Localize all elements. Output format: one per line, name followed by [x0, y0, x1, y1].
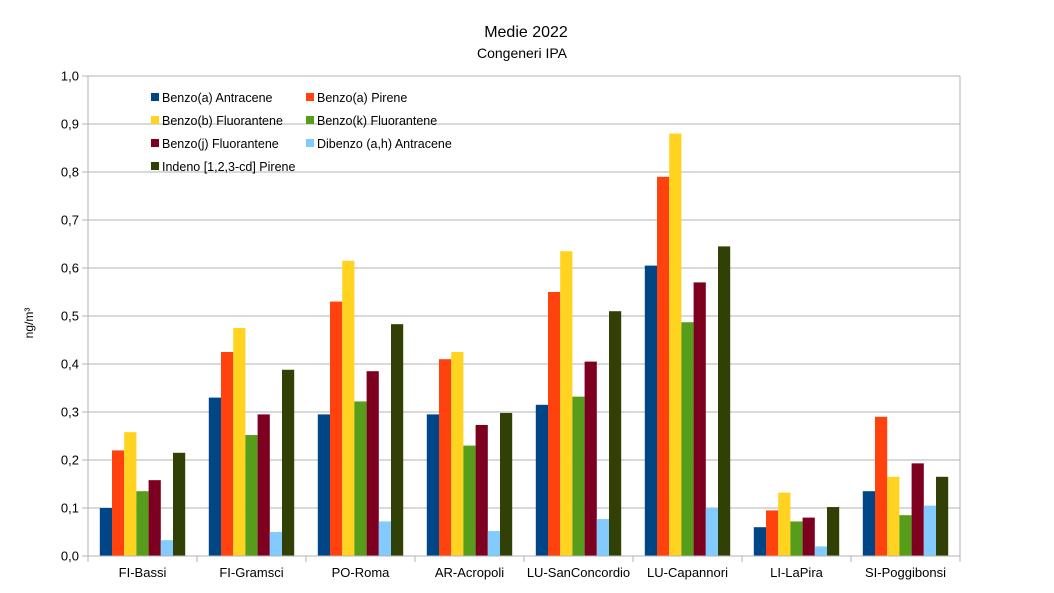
y-tick-label: 0,9 — [61, 117, 79, 132]
legend-swatch — [151, 116, 159, 124]
bar — [584, 361, 597, 556]
bar — [887, 476, 900, 556]
bar — [317, 414, 330, 556]
chart-title: Medie 2022 — [484, 24, 568, 41]
x-tick-label: PO-Roma — [332, 565, 391, 580]
y-tick-label: 0,7 — [61, 213, 79, 228]
bar — [705, 508, 718, 556]
x-tick-label: LU-SanConcordio — [527, 565, 630, 580]
bar — [342, 260, 355, 556]
bar — [208, 397, 221, 556]
bar — [160, 540, 173, 556]
x-tick-label: LI-LaPira — [770, 565, 824, 580]
bars — [99, 133, 949, 557]
bar — [136, 491, 149, 556]
y-tick-label: 0,0 — [61, 549, 79, 564]
y-tick-label: 0,1 — [61, 501, 79, 516]
bar — [99, 508, 112, 556]
bar — [245, 435, 258, 556]
bar — [669, 133, 682, 556]
x-tick-label: FI-Bassi — [119, 565, 167, 580]
legend-swatch — [306, 139, 314, 147]
y-tick-label: 0,3 — [61, 405, 79, 420]
bar — [354, 401, 367, 556]
bar — [451, 352, 464, 556]
bar — [439, 359, 452, 556]
bar — [548, 292, 561, 556]
bar — [681, 322, 694, 556]
bar — [487, 531, 500, 556]
x-tick-label: LU-Capannori — [647, 565, 728, 580]
bar — [802, 517, 815, 556]
legend-label: Benzo(a) Pirene — [317, 91, 407, 105]
bar — [330, 301, 343, 556]
bar — [366, 371, 379, 556]
x-tick-label: FI-Gramsci — [219, 565, 283, 580]
legend-swatch — [151, 139, 159, 147]
bar — [378, 521, 391, 556]
bar — [814, 546, 827, 556]
bar — [778, 492, 791, 556]
bar — [572, 396, 585, 556]
bar — [936, 476, 949, 556]
bar — [609, 311, 622, 556]
bar — [911, 463, 924, 556]
legend-label: Dibenzo (a,h) Antracene — [317, 137, 452, 151]
bar — [875, 416, 888, 556]
chart-subtitle: Congeneri IPA — [477, 45, 568, 61]
bar — [500, 412, 513, 556]
x-tick-label: SI-Poggibonsi — [865, 565, 946, 580]
bar — [391, 324, 404, 556]
legend-label: Benzo(b) Fluorantene — [162, 114, 283, 128]
bar — [753, 527, 766, 556]
y-axis-label: ng/m³ — [22, 308, 36, 339]
bar — [426, 414, 439, 556]
bar — [535, 404, 548, 556]
axes — [82, 75, 961, 562]
bar — [269, 532, 282, 556]
legend-swatch — [151, 162, 159, 170]
legend-label: Benzo(a) Antracene — [162, 91, 273, 105]
legend-swatch — [306, 116, 314, 124]
bar — [862, 491, 875, 556]
bar — [766, 510, 779, 556]
bar — [644, 265, 657, 556]
bar — [475, 424, 488, 556]
bar — [899, 515, 912, 556]
bar — [560, 251, 573, 556]
bar — [173, 452, 186, 556]
y-tick-label: 0,6 — [61, 261, 79, 276]
bar — [233, 328, 246, 556]
bar — [124, 432, 137, 556]
bar — [693, 282, 706, 556]
bar — [923, 505, 936, 556]
legend-swatch — [306, 93, 314, 101]
legend: Benzo(a) Antracene Benzo(a) Pirene Benzo(b… — [151, 91, 452, 174]
tick-labels: 0,0 0,1 0,2 0,3 0,4 0,5 0,6 0,7 0,8 0,9 1,0 FI-Bass… — [61, 69, 946, 581]
bar — [221, 352, 234, 556]
y-tick-label: 0,5 — [61, 309, 79, 324]
bar — [112, 450, 125, 556]
legend-swatch — [151, 93, 159, 101]
y-tick-label: 0,4 — [61, 357, 79, 372]
bar — [257, 414, 270, 556]
bar — [790, 521, 803, 556]
x-tick-label: AR-Acropoli — [435, 565, 504, 580]
bar — [282, 369, 295, 556]
bar — [657, 176, 670, 557]
bar — [827, 507, 840, 556]
bar — [463, 445, 476, 556]
bar — [718, 246, 731, 556]
legend-label: Indeno [1,2,3-cd] Pirene — [162, 160, 295, 174]
y-tick-label: 0,8 — [61, 165, 79, 180]
y-tick-label: 1,0 — [61, 69, 79, 84]
y-tick-label: 0,2 — [61, 453, 79, 468]
bar — [148, 480, 161, 556]
bar — [596, 519, 609, 556]
legend-label: Benzo(j) Fluorantene — [162, 137, 279, 151]
legend-label: Benzo(k) Fluorantene — [317, 114, 437, 128]
